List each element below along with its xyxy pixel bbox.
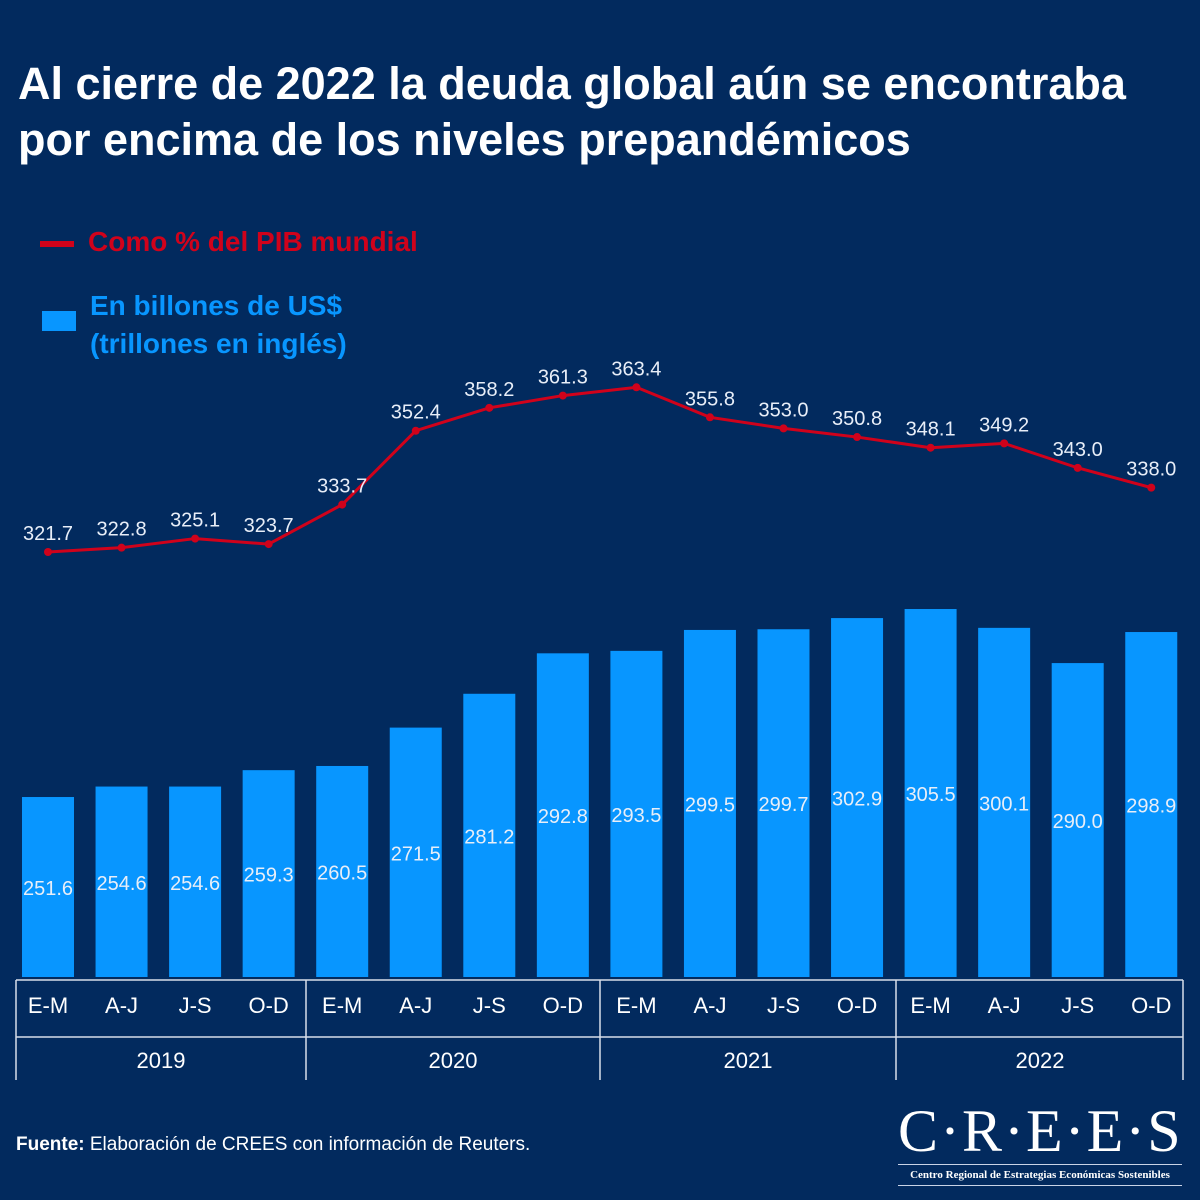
- logo-main-text: C·R·E·E·S: [898, 1098, 1183, 1164]
- x-tick-label: E-M: [616, 993, 656, 1018]
- bar-data-label: 299.5: [685, 794, 735, 816]
- bar-data-label: 299.7: [758, 794, 808, 816]
- line-data-label: 333.7: [317, 476, 367, 498]
- x-tick-label: A-J: [988, 993, 1021, 1018]
- line-point: [632, 383, 641, 392]
- line-point: [1073, 463, 1082, 472]
- line-data-label: 343.0: [1053, 439, 1103, 461]
- x-tick-label: O-D: [543, 993, 583, 1018]
- bar-data-label: 271.5: [391, 843, 441, 865]
- x-tick-label: O-D: [248, 993, 288, 1018]
- bar: [683, 629, 736, 977]
- x-year-label: 2020: [429, 1048, 478, 1073]
- line-data-label: 322.8: [97, 519, 147, 541]
- chart-title: Al cierre de 2022 la deuda global aún se…: [18, 58, 1126, 165]
- line-series: [47, 385, 1152, 554]
- x-tick-label: E-M: [910, 993, 950, 1018]
- x-tick-label: J-S: [179, 993, 212, 1018]
- bar: [463, 693, 516, 977]
- bar: [22, 797, 74, 977]
- bar: [389, 727, 442, 977]
- line-point: [191, 534, 200, 543]
- bar: [610, 650, 663, 977]
- x-tick-label: O-D: [837, 993, 877, 1018]
- line-point: [485, 403, 494, 412]
- line-data-label: 352.4: [391, 402, 441, 424]
- line-point: [1147, 483, 1156, 492]
- line-data-label: 358.2: [464, 379, 514, 401]
- line-point: [338, 500, 347, 509]
- bar: [1125, 632, 1178, 977]
- line-point: [558, 391, 567, 400]
- bar-data-label: 298.9: [1126, 796, 1176, 818]
- line-data-label: 348.1: [906, 419, 956, 441]
- bar: [978, 627, 1031, 977]
- line-data-label: 363.4: [611, 358, 661, 380]
- legend-line-swatch: [40, 241, 74, 247]
- x-tick-label: J-S: [473, 993, 506, 1018]
- line-data-label: 321.7: [23, 523, 73, 545]
- line-point: [779, 424, 788, 433]
- bar-data-label: 293.5: [611, 805, 661, 827]
- x-tick-label: E-M: [322, 993, 362, 1018]
- line-data-label: 350.8: [832, 408, 882, 430]
- line-data-label: 361.3: [538, 367, 588, 389]
- line-point: [1000, 439, 1009, 448]
- line-point: [264, 540, 273, 549]
- legend-bar-label-line2: (trillones en inglés): [90, 328, 347, 359]
- line-data-label: 323.7: [244, 515, 294, 537]
- line-point: [853, 433, 862, 442]
- x-tick-label: J-S: [767, 993, 800, 1018]
- x-tick-label: A-J: [105, 993, 138, 1018]
- x-tick-label: J-S: [1061, 993, 1094, 1018]
- logo-subtitle: Centro Regional de Estrategias Económica…: [898, 1164, 1182, 1186]
- line-point: [411, 426, 420, 435]
- line-data-label: 353.0: [758, 399, 808, 421]
- source-label: Fuente:: [16, 1134, 85, 1155]
- legend-line-label: Como % del PIB mundial: [88, 226, 418, 257]
- bar: [831, 618, 884, 977]
- x-tick-label: A-J: [399, 993, 432, 1018]
- x-year-label: 2019: [137, 1048, 186, 1073]
- bar: [1051, 663, 1104, 977]
- x-year-label: 2022: [1016, 1048, 1065, 1073]
- line-point: [117, 543, 126, 552]
- line-point: [705, 413, 714, 422]
- line-data-label: 325.1: [170, 510, 220, 532]
- bar-data-label: 302.9: [832, 789, 882, 811]
- bar: [95, 786, 148, 977]
- line-point: [44, 548, 52, 556]
- x-year-label: 2021: [724, 1048, 773, 1073]
- x-tick-label: A-J: [693, 993, 726, 1018]
- bar: [904, 609, 957, 977]
- bar: [316, 765, 369, 977]
- x-tick-label: O-D: [1131, 993, 1171, 1018]
- bar: [757, 629, 810, 977]
- bar-data-label: 254.6: [170, 873, 220, 895]
- bar: [169, 786, 222, 977]
- bar-data-label: 292.8: [538, 806, 588, 828]
- legend-bar-label: En billones de US$ (trillones en inglés): [90, 287, 347, 363]
- bar-data-label: 281.2: [464, 826, 514, 848]
- bar-data-label: 290.0: [1053, 811, 1103, 833]
- source-text: Elaboración de CREES con información de …: [84, 1134, 531, 1155]
- line-data-label: 338.0: [1126, 459, 1176, 481]
- line-point: [926, 443, 935, 452]
- legend-bar-label-line1: En billones de US$: [90, 290, 343, 321]
- bar-data-label: 259.3: [244, 865, 294, 887]
- crees-logo: C·R·E·E·S Centro Regional de Estrategias…: [898, 1100, 1182, 1186]
- bar-data-label: 254.6: [97, 873, 147, 895]
- bar-data-label: 260.5: [317, 862, 367, 884]
- bar-data-label: 300.1: [979, 793, 1029, 815]
- bar: [242, 770, 295, 977]
- legend-bar-swatch: [42, 311, 76, 331]
- x-tick-label: E-M: [28, 993, 68, 1018]
- line-data-label: 349.2: [979, 414, 1029, 436]
- line-data-label: 355.8: [685, 388, 735, 410]
- source-note: Fuente: Elaboración de CREES con informa…: [16, 1134, 530, 1156]
- bar-data-label: 305.5: [906, 784, 956, 806]
- bar: [536, 653, 589, 977]
- bar-data-label: 251.6: [23, 878, 73, 900]
